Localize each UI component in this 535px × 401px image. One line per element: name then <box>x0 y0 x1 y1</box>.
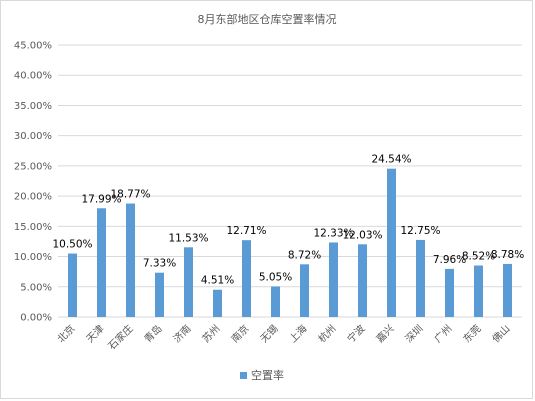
gridlines <box>58 44 522 318</box>
bar <box>68 253 77 317</box>
data-label: 11.53% <box>168 232 208 244</box>
chart-title: 8月东部地区仓库空置率情况 <box>198 12 337 26</box>
legend: 空置率 <box>240 368 284 382</box>
x-tick-label: 无锡 <box>257 322 280 345</box>
bar <box>271 286 280 317</box>
data-label: 8.72% <box>288 249 321 261</box>
y-tick-label: 45.00% <box>14 41 52 52</box>
legend-label: 空置率 <box>251 368 284 382</box>
data-label: 8.78% <box>491 249 524 261</box>
bar <box>358 244 367 317</box>
x-tick-label: 石家庄 <box>105 322 135 352</box>
data-label: 18.77% <box>110 189 150 201</box>
x-tick-label: 广州 <box>432 323 455 346</box>
bar <box>155 272 164 317</box>
data-label: 12.75% <box>400 225 440 237</box>
y-tick-label: 15.00% <box>14 222 52 233</box>
x-tick-label: 嘉兴 <box>373 322 396 345</box>
x-tick-label: 杭州 <box>315 322 338 345</box>
data-label: 24.54% <box>371 154 411 166</box>
bar <box>213 289 222 317</box>
data-label: 4.51% <box>201 275 234 287</box>
x-tick-label: 东莞 <box>460 322 483 345</box>
bar <box>126 203 135 317</box>
data-label: 7.96% <box>433 254 466 266</box>
bar <box>503 263 512 317</box>
bar <box>242 240 251 317</box>
data-label: 8.52% <box>462 251 495 263</box>
y-tick-label: 40.00% <box>14 71 52 82</box>
x-tick-label: 苏州 <box>199 322 222 345</box>
x-axis-ticks: 北京 天津 石家庄 青岛 济南 苏州 南京 无锡 上海 杭州 宁波 嘉兴 深圳 广州 东莞 佛山 <box>54 322 512 352</box>
x-tick-label: 深圳 <box>403 323 426 346</box>
y-tick-label: 0.00% <box>20 313 52 324</box>
legend-swatch <box>240 372 247 379</box>
x-tick-label: 北京 <box>54 322 77 345</box>
bar <box>474 265 483 317</box>
bar <box>445 268 454 317</box>
y-tick-label: 35.00% <box>14 101 52 112</box>
y-tick-label: 20.00% <box>14 192 52 203</box>
y-tick-label: 10.00% <box>14 252 52 263</box>
bar <box>97 208 106 317</box>
x-tick-label: 南京 <box>228 322 251 345</box>
bar <box>416 239 425 317</box>
x-tick-label: 济南 <box>170 322 193 345</box>
y-axis-ticks: 0.00% 5.00% 10.00% 15.00% 20.00% 25.00% 30.00%… <box>14 41 52 324</box>
data-label: 12.71% <box>226 225 266 237</box>
data-label: 5.05% <box>259 271 292 283</box>
x-tick-label: 上海 <box>286 322 309 345</box>
data-label: 17.99% <box>81 193 121 205</box>
data-label: 12.33% <box>313 227 353 239</box>
y-tick-label: 25.00% <box>14 161 52 172</box>
bar <box>329 242 338 317</box>
y-tick-label: 5.00% <box>20 282 52 293</box>
bars <box>68 168 512 317</box>
bar <box>300 264 309 317</box>
x-tick-label: 青岛 <box>141 322 164 345</box>
data-label: 7.33% <box>143 258 176 270</box>
bar <box>184 247 193 317</box>
data-label: 12.03% <box>342 229 382 241</box>
data-labels: 10.50% 17.99%18.77% 7.33% 11.53% 4.51% 12.71%… <box>52 154 524 287</box>
x-tick-label: 佛山 <box>489 322 512 345</box>
bar <box>387 168 396 317</box>
x-tick-label: 天津 <box>84 323 107 346</box>
y-tick-label: 30.00% <box>14 131 52 142</box>
data-label: 10.50% <box>52 239 92 251</box>
x-tick-label: 宁波 <box>344 322 367 345</box>
